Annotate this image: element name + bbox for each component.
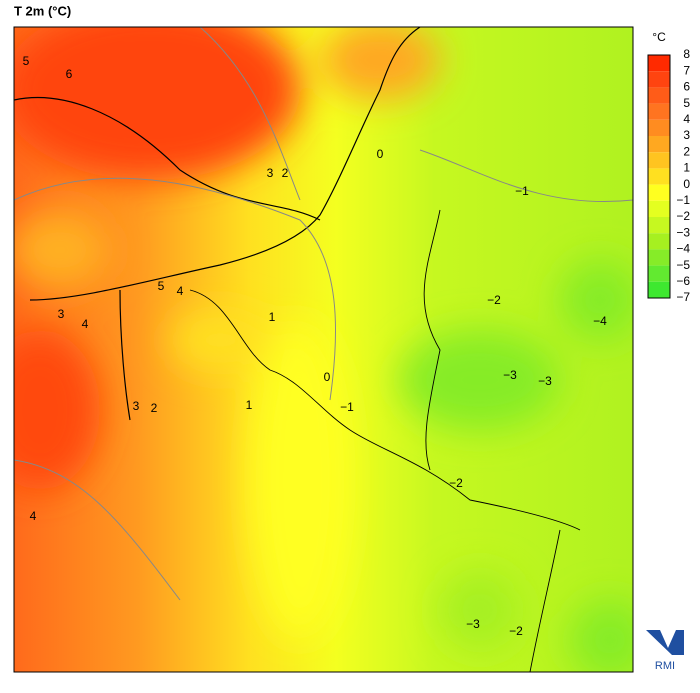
colorbar-label: 1	[683, 161, 690, 175]
contour-label: 1	[269, 310, 276, 324]
contour-label: 4	[82, 317, 89, 331]
contour-label: 0	[377, 147, 384, 161]
contour-label: 5	[158, 279, 165, 293]
colorbar-swatch	[648, 71, 670, 88]
colorbar-label: 8	[683, 47, 690, 61]
colorbar-label: 0	[683, 177, 690, 191]
colorbar-label: −3	[676, 225, 690, 239]
title: T 2m (°C)	[14, 3, 71, 18]
contour-label: −2	[449, 476, 463, 490]
contour-label: 4	[30, 509, 37, 523]
colorbar-label: 6	[683, 80, 690, 94]
colorbar-label: 4	[683, 112, 690, 126]
colorbar-label: −4	[676, 242, 690, 256]
contour-label: 3	[58, 307, 65, 321]
logo-mark	[646, 630, 684, 655]
colorbar-swatch	[648, 217, 670, 234]
colorbar-label: −6	[676, 274, 690, 288]
colorbar-swatch	[648, 55, 670, 72]
colorbar: 8 7 6 5 4 3 2 1 0 −1 −2 −3 −4 −5 −6 −7	[647, 47, 690, 304]
contour-label: 4	[177, 284, 184, 298]
contour-label: 3	[267, 166, 274, 180]
colorbar-swatch	[648, 233, 670, 250]
colorbar-swatch	[648, 200, 670, 217]
colorbar-label: −2	[676, 209, 690, 223]
colorbar-label: 2	[683, 144, 690, 158]
contour-label: −3	[466, 617, 480, 631]
colorbar-swatch	[648, 265, 670, 282]
colorbar-swatch	[648, 249, 670, 266]
logo-text: RMI	[655, 660, 675, 672]
colorbar-label: 3	[683, 128, 690, 142]
colorbar-swatch	[648, 119, 670, 136]
contour-label: 2	[151, 401, 158, 415]
contour-label: 1	[246, 398, 253, 412]
contour-label: 0	[324, 370, 331, 384]
colorbar-swatch	[648, 152, 670, 169]
colorbar-swatch	[648, 87, 670, 104]
colorbar-swatch	[648, 184, 670, 201]
colorbar-label: −7	[676, 290, 690, 304]
colorbar-frame	[647, 54, 671, 299]
contour-label: −2	[509, 624, 523, 638]
contour-label: 2	[282, 166, 289, 180]
contour-label: 6	[66, 67, 73, 81]
contour-label: −1	[515, 184, 529, 198]
colorbar-label: −5	[676, 258, 690, 272]
contour-label: −2	[487, 293, 501, 307]
legend-unit: °C	[652, 30, 666, 44]
colorbar-swatch	[648, 281, 670, 298]
colorbar-swatch	[648, 168, 670, 185]
contour-label: −3	[538, 374, 552, 388]
contour-label: −3	[503, 368, 517, 382]
contour-label: −4	[593, 314, 607, 328]
contour-label: 5	[23, 54, 30, 68]
colorbar-label: −1	[676, 193, 690, 207]
colorbar-label: 5	[683, 96, 690, 110]
temperature-field	[14, 27, 633, 672]
map-frame	[13, 26, 634, 673]
contour-label: −1	[340, 400, 354, 414]
colorbar-label: 7	[683, 63, 690, 77]
colorbar-swatch	[648, 103, 670, 120]
colorbar-swatch	[648, 136, 670, 153]
contour-label: 3	[133, 399, 140, 413]
contour-labels: 5 6 3 2 0 −1 5 4 3 4 1 −2 −4 0 −3 −3 3 2…	[23, 54, 608, 638]
